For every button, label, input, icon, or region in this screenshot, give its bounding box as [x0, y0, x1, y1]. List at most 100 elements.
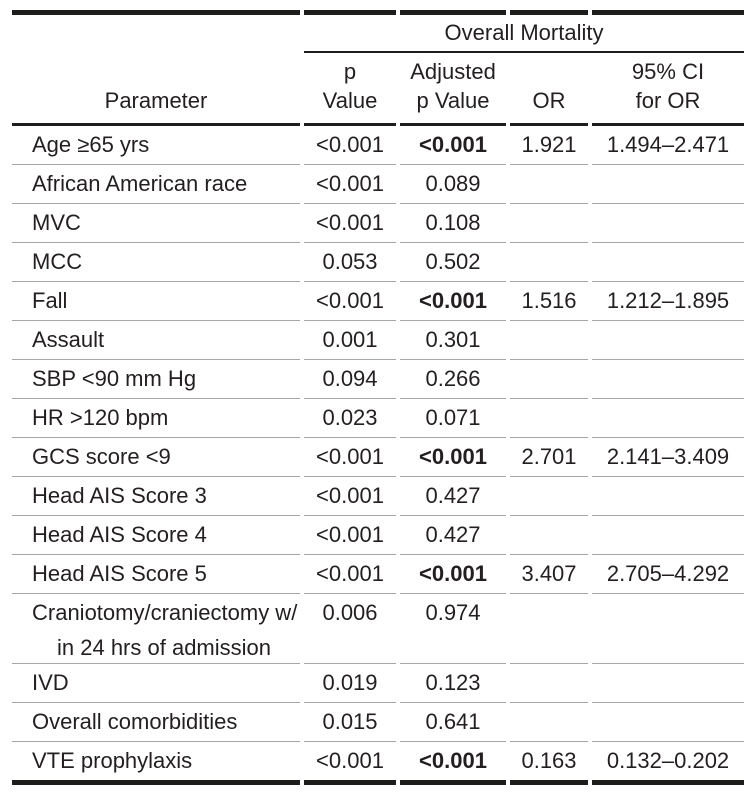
cell-p-value: 0.015 — [304, 703, 396, 742]
cell-ci-95 — [592, 703, 744, 742]
table-row: MVC <0.001 0.108 — [12, 204, 744, 243]
cell-adjusted-p-value: <0.001 — [400, 282, 506, 321]
header-line: Adjusted — [410, 59, 496, 84]
cell-p-value: <0.001 — [304, 477, 396, 516]
cell-adjusted-p-value: <0.001 — [400, 555, 506, 594]
top-rule-segment — [12, 10, 300, 15]
top-rule-segment — [510, 10, 588, 15]
column-header-95-ci-for-or: 95% CI for OR — [592, 53, 744, 126]
parameter-line-2: in 24 hrs of admission — [57, 635, 271, 660]
cell-adjusted-p-value: <0.001 — [400, 126, 506, 165]
cell-adjusted-p-value: 0.974 — [400, 594, 506, 664]
cell-ci-95 — [592, 360, 744, 399]
cell-or: 3.407 — [510, 555, 588, 594]
header-line: for OR — [635, 88, 701, 113]
cell-or — [510, 594, 588, 664]
cell-p-value: 0.019 — [304, 664, 396, 703]
cell-or — [510, 516, 588, 555]
cell-or — [510, 321, 588, 360]
cell-or — [510, 664, 588, 703]
parameter-line-1: Assault — [32, 327, 105, 352]
top-rule-row — [12, 10, 744, 15]
cell-adjusted-p-value: 0.641 — [400, 703, 506, 742]
cell-adjusted-p-value: 0.266 — [400, 360, 506, 399]
cell-p-value: 0.053 — [304, 243, 396, 282]
header-line: OR — [532, 88, 566, 113]
top-rule-segment — [400, 10, 506, 15]
cell-ci-95: 2.141–3.409 — [592, 438, 744, 477]
cell-parameter: African American race — [12, 165, 300, 204]
table-row: HR >120 bpm 0.023 0.071 — [12, 399, 744, 438]
header-line: p — [343, 59, 357, 84]
overall-mortality-table: Overall Mortality Parameter p Value Adju… — [8, 10, 748, 785]
parameter-line-1: IVD — [32, 670, 69, 695]
parameter-line-1: Fall — [32, 288, 68, 313]
top-rule-segment — [304, 10, 396, 15]
cell-p-value: 0.006 — [304, 594, 396, 664]
header-line: 95% CI — [631, 59, 705, 84]
cell-adjusted-p-value: <0.001 — [400, 742, 506, 785]
table-row: VTE prophylaxis <0.001 <0.001 0.163 0.13… — [12, 742, 744, 785]
cell-adjusted-p-value: 0.301 — [400, 321, 506, 360]
cell-parameter: Craniotomy/craniectomy w/ in 24 hrs of a… — [12, 594, 300, 664]
cell-parameter: VTE prophylaxis — [12, 742, 300, 785]
cell-ci-95 — [592, 204, 744, 243]
cell-parameter: SBP <90 mm Hg — [12, 360, 300, 399]
parameter-line-1: Head AIS Score 4 — [32, 522, 207, 547]
cell-adjusted-p-value: 0.071 — [400, 399, 506, 438]
cell-ci-95 — [592, 399, 744, 438]
group-header-row: Overall Mortality — [12, 15, 744, 53]
top-rule-segment — [592, 10, 744, 15]
parameter-line-1: Overall comorbidities — [32, 709, 238, 734]
cell-ci-95 — [592, 243, 744, 282]
column-header-adjusted-p-value: Adjusted p Value — [400, 53, 506, 126]
cell-ci-95 — [592, 477, 744, 516]
table-row: Overall comorbidities 0.015 0.641 — [12, 703, 744, 742]
cell-p-value: 0.001 — [304, 321, 396, 360]
parameter-line-1: Head AIS Score 3 — [32, 483, 207, 508]
column-header-row: Parameter p Value Adjusted p Value OR 95… — [12, 53, 744, 126]
cell-parameter: Head AIS Score 5 — [12, 555, 300, 594]
parameter-line-1: Craniotomy/craniectomy w/ — [32, 600, 298, 625]
parameter-line-1: Age ≥65 yrs — [32, 132, 150, 157]
table-row: GCS score <9 <0.001 <0.001 2.701 2.141–3… — [12, 438, 744, 477]
cell-p-value: <0.001 — [304, 165, 396, 204]
cell-ci-95: 0.132–0.202 — [592, 742, 744, 785]
cell-p-value: <0.001 — [304, 126, 396, 165]
parameter-line-1: MVC — [32, 210, 81, 235]
parameter-line-1: HR >120 bpm — [32, 405, 169, 430]
parameter-line-1: GCS score <9 — [32, 444, 171, 469]
parameter-line-1: VTE prophylaxis — [32, 748, 193, 773]
table-head: Overall Mortality Parameter p Value Adju… — [12, 10, 744, 126]
cell-p-value: <0.001 — [304, 438, 396, 477]
table-row: SBP <90 mm Hg 0.094 0.266 — [12, 360, 744, 399]
table-row: Head AIS Score 4 <0.001 0.427 — [12, 516, 744, 555]
cell-adjusted-p-value: <0.001 — [400, 438, 506, 477]
header-line: p Value — [416, 88, 490, 113]
cell-adjusted-p-value: 0.427 — [400, 516, 506, 555]
cell-p-value: <0.001 — [304, 204, 396, 243]
cell-p-value: 0.023 — [304, 399, 396, 438]
cell-parameter: Head AIS Score 4 — [12, 516, 300, 555]
cell-ci-95 — [592, 594, 744, 664]
cell-or: 2.701 — [510, 438, 588, 477]
table-row: African American race <0.001 0.089 — [12, 165, 744, 204]
cell-p-value: 0.094 — [304, 360, 396, 399]
cell-or — [510, 360, 588, 399]
cell-parameter: Fall — [12, 282, 300, 321]
cell-or: 0.163 — [510, 742, 588, 785]
cell-or — [510, 243, 588, 282]
cell-ci-95 — [592, 321, 744, 360]
cell-parameter: Age ≥65 yrs — [12, 126, 300, 165]
parameter-line-1: SBP <90 mm Hg — [32, 366, 197, 391]
cell-p-value: <0.001 — [304, 516, 396, 555]
table-row: IVD 0.019 0.123 — [12, 664, 744, 703]
cell-ci-95 — [592, 516, 744, 555]
cell-parameter: GCS score <9 — [12, 438, 300, 477]
cell-p-value: <0.001 — [304, 555, 396, 594]
table-row: Assault 0.001 0.301 — [12, 321, 744, 360]
group-header-gap — [12, 15, 300, 53]
cell-or: 1.516 — [510, 282, 588, 321]
column-header-parameter: Parameter — [12, 53, 300, 126]
cell-ci-95 — [592, 664, 744, 703]
